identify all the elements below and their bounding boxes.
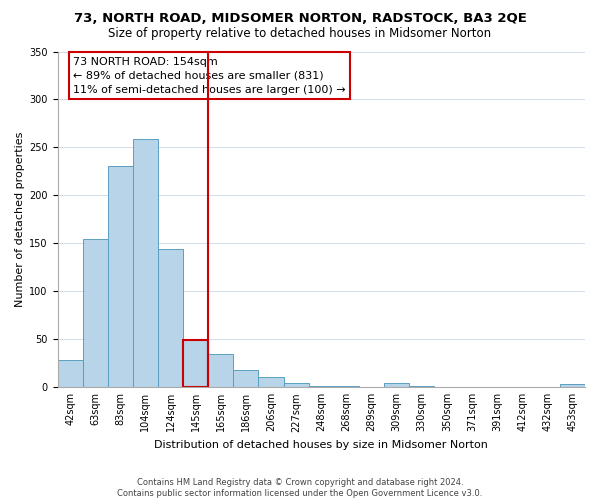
Bar	[233, 370, 259, 388]
Bar	[409, 386, 434, 388]
Text: Contains HM Land Registry data © Crown copyright and database right 2024.
Contai: Contains HM Land Registry data © Crown c…	[118, 478, 482, 498]
Text: 73 NORTH ROAD: 154sqm
← 89% of detached houses are smaller (831)
11% of semi-det: 73 NORTH ROAD: 154sqm ← 89% of detached …	[73, 56, 346, 94]
Bar	[560, 384, 585, 388]
Bar	[384, 384, 409, 388]
Bar	[208, 354, 233, 388]
Bar	[133, 139, 158, 388]
Bar	[183, 340, 208, 388]
Bar	[58, 360, 83, 388]
Bar	[108, 166, 133, 388]
Bar	[83, 238, 108, 388]
Bar	[334, 386, 359, 388]
Text: 73, NORTH ROAD, MIDSOMER NORTON, RADSTOCK, BA3 2QE: 73, NORTH ROAD, MIDSOMER NORTON, RADSTOC…	[74, 12, 526, 26]
Bar	[259, 377, 284, 388]
Bar	[158, 249, 183, 388]
Bar	[308, 386, 334, 388]
X-axis label: Distribution of detached houses by size in Midsomer Norton: Distribution of detached houses by size …	[154, 440, 488, 450]
Y-axis label: Number of detached properties: Number of detached properties	[15, 132, 25, 307]
Text: Size of property relative to detached houses in Midsomer Norton: Size of property relative to detached ho…	[109, 28, 491, 40]
Bar	[284, 382, 308, 388]
